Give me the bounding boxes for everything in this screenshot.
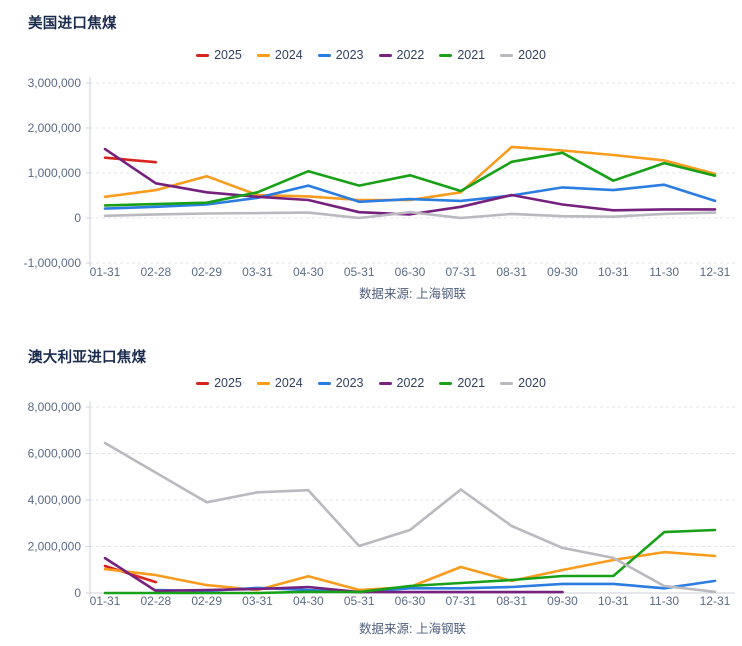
legend-dash-icon bbox=[378, 53, 392, 57]
series-line-2021[interactable] bbox=[103, 528, 717, 595]
legend-dash-icon bbox=[317, 381, 331, 385]
legend-label: 2023 bbox=[335, 376, 364, 390]
x-tick-label: 05-31 bbox=[344, 594, 375, 608]
chart2-title: 澳大利亚进口焦煤 bbox=[28, 350, 147, 366]
legend-dash-icon bbox=[317, 53, 331, 57]
y-tick-label: -1,000,000 bbox=[24, 256, 82, 270]
legend-item-2025[interactable]: 2025 bbox=[196, 48, 242, 62]
y-tick-label: 1,000,000 bbox=[28, 166, 82, 180]
legend-label: 2022 bbox=[396, 48, 425, 62]
x-tick-label: 09-30 bbox=[547, 265, 578, 279]
series-line-2025[interactable] bbox=[103, 156, 158, 164]
chart2-source: 数据来源: 上海钢联 bbox=[359, 622, 466, 636]
x-tick-label: 12-31 bbox=[700, 594, 731, 608]
legend-label: 2020 bbox=[518, 48, 546, 62]
legend-dash-icon bbox=[500, 53, 514, 57]
chart1-title: 美国进口焦煤 bbox=[28, 16, 117, 32]
x-tick-label: 11-30 bbox=[649, 265, 679, 279]
legend-label: 2021 bbox=[457, 48, 486, 62]
legend-item-2021[interactable]: 2021 bbox=[439, 376, 485, 390]
legend-label: 2025 bbox=[214, 48, 242, 62]
y-tick-label: 8,000,000 bbox=[28, 400, 82, 414]
series-line-2022[interactable] bbox=[103, 556, 564, 594]
y-tick-label: 6,000,000 bbox=[28, 447, 82, 461]
series-line-2021[interactable] bbox=[103, 151, 717, 207]
legend-dash-icon bbox=[439, 53, 453, 57]
legend-item-2024[interactable]: 2024 bbox=[256, 376, 303, 390]
x-tick-label: 01-31 bbox=[90, 265, 121, 279]
x-tick-label: 03-31 bbox=[242, 265, 273, 279]
legend-label: 2021 bbox=[457, 376, 486, 390]
y-tick-label: 0 bbox=[74, 586, 81, 600]
x-tick-label: 10-31 bbox=[598, 265, 629, 279]
x-tick-label: 10-31 bbox=[598, 594, 629, 608]
legend-item-2024[interactable]: 2024 bbox=[256, 48, 303, 62]
chart1-legend: 2025 2024 2023 2022 2021 2020 bbox=[0, 48, 742, 62]
legend-item-2022[interactable]: 2022 bbox=[378, 48, 425, 62]
legend-item-2025[interactable]: 2025 bbox=[196, 376, 242, 390]
legend-item-2022[interactable]: 2022 bbox=[378, 376, 425, 390]
series-line-2023[interactable] bbox=[103, 183, 717, 210]
legend-dash-icon bbox=[439, 381, 453, 385]
series-line-2020[interactable] bbox=[103, 441, 717, 594]
y-tick-label: 3,000,000 bbox=[28, 76, 82, 90]
legend-label: 2023 bbox=[335, 48, 364, 62]
y-tick-label: 2,000,000 bbox=[28, 540, 82, 554]
x-tick-label: 06-30 bbox=[395, 594, 426, 608]
line-chart-us-imports: 3,000,000 2,000,000 1,000,000 0 -1,000,000 01… bbox=[24, 76, 735, 279]
series-line-2022[interactable] bbox=[103, 147, 717, 216]
x-tick-label: 06-30 bbox=[395, 265, 426, 279]
legend-item-2023[interactable]: 2023 bbox=[317, 376, 364, 390]
legend-dash-icon bbox=[196, 53, 210, 57]
legend-label: 2025 bbox=[214, 376, 242, 390]
y-tick-label: 4,000,000 bbox=[28, 493, 82, 507]
legend-dash-icon bbox=[378, 381, 392, 385]
legend-dash-icon bbox=[196, 381, 210, 385]
chart2-legend: 2025 2024 2023 2022 2021 2020 bbox=[0, 376, 742, 390]
legend-label: 2020 bbox=[518, 376, 546, 390]
series-line-2020[interactable] bbox=[103, 210, 717, 220]
x-tick-label: 02-28 bbox=[140, 265, 171, 279]
legend-label: 2022 bbox=[396, 376, 425, 390]
legend-dash-icon bbox=[500, 381, 514, 385]
x-tick-label: 02-29 bbox=[191, 265, 222, 279]
x-tick-label: 02-28 bbox=[140, 594, 171, 608]
x-tick-label: 12-31 bbox=[700, 265, 731, 279]
line-chart-australia-imports: 8,000,000 6,000,000 4,000,000 2,000,000 0 01-… bbox=[28, 400, 735, 608]
x-tick-label: 08-31 bbox=[496, 265, 527, 279]
y-tick-label: 2,000,000 bbox=[28, 121, 82, 135]
legend-dash-icon bbox=[256, 381, 270, 385]
x-tick-label: 08-31 bbox=[496, 594, 527, 608]
legend-item-2023[interactable]: 2023 bbox=[317, 48, 364, 62]
x-tick-label: 07-31 bbox=[445, 594, 476, 608]
x-tick-label: 04-30 bbox=[293, 265, 324, 279]
x-tick-label: 01-31 bbox=[90, 594, 121, 608]
y-tick-label: 0 bbox=[74, 211, 81, 225]
x-tick-label: 05-31 bbox=[344, 265, 375, 279]
x-tick-label: 04-30 bbox=[293, 594, 324, 608]
legend-item-2020[interactable]: 2020 bbox=[500, 376, 546, 390]
legend-item-2021[interactable]: 2021 bbox=[439, 48, 485, 62]
x-tick-label: 03-31 bbox=[242, 594, 273, 608]
x-tick-label: 07-31 bbox=[445, 265, 476, 279]
legend-label: 2024 bbox=[274, 48, 303, 62]
x-tick-label: 11-30 bbox=[649, 594, 679, 608]
legend-item-2020[interactable]: 2020 bbox=[500, 48, 546, 62]
chart1-source: 数据来源: 上海钢联 bbox=[359, 287, 466, 301]
x-tick-label: 09-30 bbox=[547, 594, 578, 608]
legend-label: 2024 bbox=[274, 376, 303, 390]
legend-dash-icon bbox=[256, 53, 270, 57]
x-tick-label: 02-29 bbox=[191, 594, 222, 608]
